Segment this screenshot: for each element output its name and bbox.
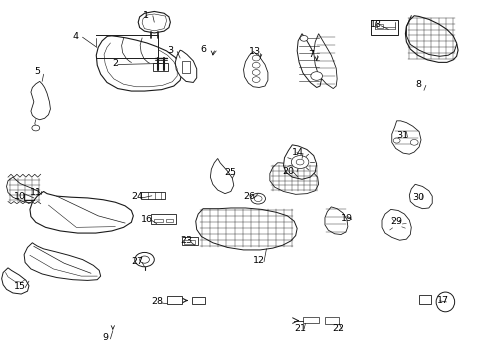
- Text: 15: 15: [14, 282, 26, 291]
- Bar: [181, 60, 190, 73]
- Text: 3: 3: [167, 46, 173, 55]
- Text: 25: 25: [224, 168, 236, 177]
- Text: 9: 9: [102, 333, 108, 342]
- Polygon shape: [269, 163, 318, 194]
- Text: 8: 8: [414, 80, 420, 89]
- Polygon shape: [391, 121, 420, 154]
- Bar: [154, 219, 162, 222]
- Polygon shape: [313, 34, 336, 89]
- Circle shape: [140, 256, 149, 263]
- Bar: [370, 20, 397, 35]
- Bar: [151, 214, 176, 224]
- Circle shape: [250, 193, 265, 204]
- Bar: [182, 237, 197, 245]
- Polygon shape: [6, 177, 42, 203]
- Polygon shape: [297, 34, 321, 87]
- Text: 23: 23: [180, 237, 192, 246]
- Bar: [183, 239, 194, 244]
- Circle shape: [254, 196, 262, 202]
- Circle shape: [296, 159, 304, 165]
- Text: 20: 20: [282, 167, 294, 176]
- Circle shape: [252, 55, 260, 61]
- Text: 12: 12: [253, 256, 264, 265]
- Text: 4: 4: [73, 32, 79, 41]
- Circle shape: [135, 252, 154, 267]
- Polygon shape: [30, 192, 133, 233]
- Polygon shape: [243, 51, 267, 87]
- Text: 11: 11: [30, 188, 42, 197]
- Circle shape: [392, 138, 399, 143]
- Ellipse shape: [435, 292, 454, 312]
- Text: 29: 29: [389, 217, 401, 226]
- Text: 26: 26: [243, 192, 255, 201]
- Text: 16: 16: [141, 215, 153, 224]
- Polygon shape: [138, 12, 170, 33]
- Circle shape: [409, 139, 417, 145]
- Polygon shape: [195, 208, 297, 250]
- Text: 5: 5: [34, 67, 40, 76]
- Text: 21: 21: [294, 324, 305, 333]
- Text: 17: 17: [436, 296, 447, 305]
- Polygon shape: [96, 36, 182, 91]
- Text: 28: 28: [151, 297, 163, 306]
- Circle shape: [252, 69, 260, 75]
- Bar: [325, 317, 338, 324]
- Circle shape: [252, 62, 260, 68]
- Polygon shape: [283, 145, 316, 179]
- Polygon shape: [405, 16, 457, 62]
- Bar: [418, 295, 430, 304]
- Text: 2: 2: [112, 59, 118, 68]
- Bar: [303, 317, 318, 323]
- Polygon shape: [31, 81, 50, 120]
- Polygon shape: [24, 243, 101, 280]
- Bar: [165, 219, 173, 222]
- Polygon shape: [175, 50, 196, 82]
- Text: 30: 30: [411, 193, 424, 202]
- Text: 6: 6: [200, 45, 206, 54]
- Circle shape: [252, 77, 260, 82]
- Circle shape: [32, 125, 40, 131]
- Text: 18: 18: [369, 20, 382, 29]
- Bar: [141, 192, 164, 199]
- Text: 1: 1: [143, 10, 149, 19]
- Circle shape: [300, 36, 307, 41]
- Bar: [191, 297, 205, 305]
- Bar: [167, 296, 182, 304]
- Text: 19: 19: [340, 214, 352, 223]
- Bar: [376, 24, 382, 28]
- Text: 10: 10: [14, 192, 26, 201]
- Polygon shape: [325, 207, 347, 234]
- Text: 31: 31: [396, 131, 408, 140]
- Text: 24: 24: [131, 192, 143, 201]
- Polygon shape: [1, 268, 29, 294]
- Polygon shape: [381, 210, 410, 240]
- Circle shape: [291, 156, 308, 168]
- Text: 7: 7: [307, 50, 313, 59]
- Bar: [153, 63, 168, 71]
- Polygon shape: [408, 184, 431, 209]
- Polygon shape: [210, 158, 233, 194]
- Text: 13: 13: [249, 48, 261, 57]
- Text: 14: 14: [292, 148, 304, 157]
- Text: 22: 22: [331, 324, 344, 333]
- Circle shape: [310, 72, 322, 80]
- Text: 27: 27: [131, 257, 143, 266]
